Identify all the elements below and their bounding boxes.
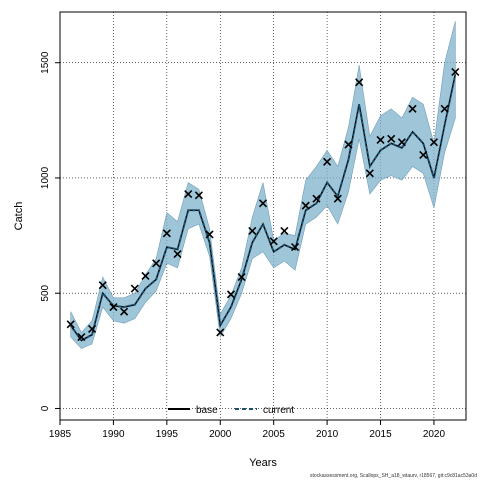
y-axis: 0 500 1000 1500 (40, 51, 60, 411)
footnote: stockassessment.org, Scallops_SH_a18_wta… (310, 473, 477, 479)
observed-point (376, 135, 385, 144)
observed-point (66, 320, 75, 329)
observed-point (194, 191, 203, 200)
plot-frame (59, 11, 467, 421)
observed-point (323, 157, 332, 166)
legend-label-current: current (263, 405, 294, 416)
observed-point (77, 332, 86, 342)
grid-lines (59, 12, 466, 420)
x-tick-label: 1985 (49, 429, 72, 440)
x-tick-label: 2010 (316, 429, 339, 440)
x-tick-label: 1990 (102, 429, 125, 440)
observed-point (205, 230, 214, 239)
series-lines-layer (69, 74, 457, 342)
observed-point (440, 104, 449, 113)
observed-point (290, 243, 300, 252)
observed-point (258, 199, 268, 208)
observed-point (429, 138, 439, 147)
observed-point (173, 249, 182, 259)
observed-point (98, 281, 107, 290)
x-axis: 1985 1990 1995 2000 2005 2010 2015 2020 (49, 420, 446, 440)
observed-point (344, 140, 353, 149)
legend: base current (168, 405, 294, 416)
x-tick-label: 2020 (423, 429, 446, 440)
observed-point (408, 104, 417, 113)
observed-point (141, 271, 150, 280)
legend-label-base: base (196, 405, 218, 416)
observed-point (365, 169, 374, 178)
observed-point (226, 290, 236, 299)
x-tick-label: 2015 (369, 429, 392, 440)
observed-point (130, 284, 139, 293)
observed-point (301, 201, 310, 210)
observed-point (152, 259, 161, 268)
observed-point (451, 67, 460, 76)
observed-point (269, 237, 278, 246)
observed-point (87, 324, 97, 334)
observed-point (312, 194, 321, 203)
x-axis-title: Years (249, 457, 277, 469)
observed-point (397, 138, 406, 147)
observed-markers-layer (66, 67, 460, 342)
observed-point (237, 273, 246, 282)
observed-point (387, 134, 396, 143)
observed-point (419, 150, 428, 159)
observed-point (184, 190, 193, 199)
observed-point (162, 229, 171, 238)
y-tick-label: 1000 (40, 166, 51, 189)
observed-point (248, 226, 257, 236)
confidence-band-layer (70, 21, 456, 349)
observed-point (280, 226, 289, 236)
y-tick-label: 1500 (40, 51, 51, 74)
x-tick-label: 1995 (156, 429, 179, 440)
y-tick-label: 500 (40, 284, 51, 301)
observed-point (355, 78, 364, 87)
x-tick-label: 2005 (263, 429, 286, 440)
series-line-current (69, 74, 457, 342)
observed-point (216, 328, 225, 337)
y-tick-label: 0 (40, 405, 51, 411)
observed-point (120, 307, 129, 316)
x-tick-label: 2000 (209, 429, 232, 440)
y-axis-title: Catch (13, 202, 25, 231)
observed-point (109, 302, 118, 312)
confidence-band (70, 21, 456, 349)
observed-point (333, 194, 342, 203)
